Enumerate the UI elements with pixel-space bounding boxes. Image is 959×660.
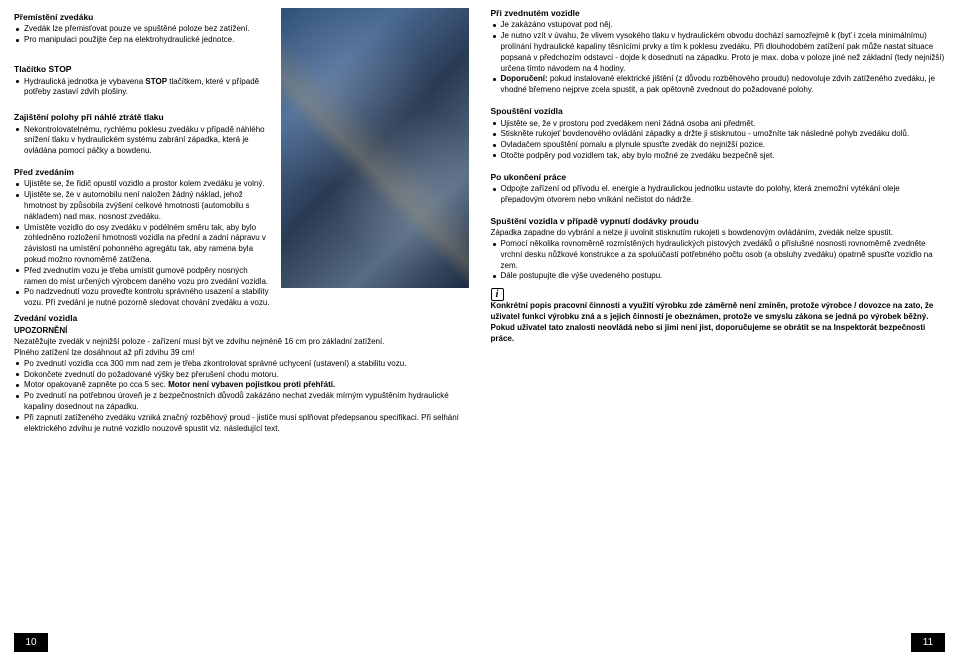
list-item: Ujistěte se, že v automobilu není nalože… — [14, 190, 469, 222]
list-item: Otočte podpěry pod vozidlem tak, aby byl… — [491, 151, 946, 162]
paragraph: Nezatěžujte zvedák v nejnižší poloze - z… — [14, 337, 469, 348]
list-item: Po nadzvednutí vozu proveďte kontrolu sp… — [14, 287, 469, 309]
section-title: Spouštění vozidla — [491, 106, 946, 117]
section-after-work: Po ukončení práce Odpojte zařízení od př… — [491, 172, 946, 206]
list-item: Je zakázáno vstupovat pod něj. — [491, 20, 946, 31]
subtitle: UPOZORNĚNÍ — [14, 326, 469, 337]
list-item: Pro manipulaci použijte čep na elektrohy… — [14, 35, 279, 46]
list-item: Po zvednutí na potřebnou úroveň je z bez… — [14, 391, 469, 413]
list-item: Hydraulická jednotka je vybavena STOP tl… — [14, 77, 279, 99]
list-item: Při zapnutí zatíženého zvedáku vzniká zn… — [14, 413, 469, 435]
list-item: Pomocí několika rovnoměrně rozmístěných … — [491, 239, 946, 271]
paragraph: Plného zatížení lze dosáhnout až při zdv… — [14, 348, 469, 359]
text: Motor opakovaně zapněte po cca 5 sec. — [24, 380, 168, 389]
text-bold: Doporučení: — [501, 74, 548, 83]
list-item: Je nutno vzít v úvahu, že vlivem vysokéh… — [491, 31, 946, 74]
list-item: Nekontrolovatelnému, rychlému poklesu zv… — [14, 125, 279, 157]
list-item: Dále postupujte dle výše uvedeného postu… — [491, 271, 946, 282]
text: pokud instalované elektrické jištění (z … — [501, 74, 935, 94]
list-item: Před zvednutím vozu je třeba umístit gum… — [14, 266, 469, 288]
list-item: Odpojte zařízení od přívodu el. energie … — [491, 184, 946, 206]
section-lifting: Zvedání vozidla UPOZORNĚNÍ Nezatěžujte z… — [14, 313, 469, 434]
page-left: Přemístění zvedáku Zvedák lze přemisťova… — [0, 0, 477, 660]
right-content: Při zvednutém vozidle Je zakázáno vstupo… — [491, 8, 946, 633]
list-item: Ujistěte se, že v prostoru pod zvedákem … — [491, 119, 946, 130]
list-item: Doporučení: pokud instalované elektrické… — [491, 74, 946, 96]
page-right: Při zvednutém vozidle Je zakázáno vstupo… — [477, 0, 959, 660]
section-title: Při zvednutém vozidle — [491, 8, 946, 19]
bullet-list: Ujistěte se, že řidič opustil vozidlo a … — [14, 179, 469, 309]
page-number: 10 — [14, 633, 48, 653]
info-text: Konkrétní popis pracovní činnosti a využ… — [491, 301, 946, 344]
list-item: Ujistěte se, že řidič opustil vozidlo a … — [14, 179, 469, 190]
bullet-list: Ujistěte se, že v prostoru pod zvedákem … — [491, 119, 946, 162]
list-item: Ovladačem spouštění pomalu a plynule spu… — [491, 140, 946, 151]
list-item: Zvedák lze přemisťovat pouze ve spuštěné… — [14, 24, 279, 35]
text-bold: STOP — [145, 77, 167, 86]
list-item: Po zvednutí vozidla cca 300 mm nad zem j… — [14, 359, 469, 370]
section-before-lift: Před zvedáním Ujistěte se, že řidič opus… — [14, 167, 469, 309]
section-title: Zvedání vozidla — [14, 313, 469, 324]
list-item: Motor opakovaně zapněte po cca 5 sec. Mo… — [14, 380, 469, 391]
page-number: 11 — [911, 633, 945, 653]
list-item: Stiskněte rukojeť bovdenového ovládání z… — [491, 129, 946, 140]
section-title: Spuštění vozidla v případě vypnutí dodáv… — [491, 216, 946, 227]
section-lowering: Spouštění vozidla Ujistěte se, že v pros… — [491, 106, 946, 162]
info-icon: i — [491, 288, 504, 301]
bullet-list: Odpojte zařízení od přívodu el. energie … — [491, 184, 946, 206]
paragraph: Západka zapadne do vybrání a nelze ji uv… — [491, 228, 946, 239]
bullet-list: Po zvednutí vozidla cca 300 mm nad zem j… — [14, 359, 469, 435]
left-content: Přemístění zvedáku Zvedák lze přemisťova… — [14, 8, 469, 633]
bullet-list: Pomocí několika rovnoměrně rozmístěných … — [491, 239, 946, 282]
text: Hydraulická jednotka je vybavena — [24, 77, 145, 86]
section-power-off: Spuštění vozidla v případě vypnutí dodáv… — [491, 216, 946, 282]
section-title: Po ukončení práce — [491, 172, 946, 183]
list-item: Dokončete zvednutí do požadované výšky b… — [14, 370, 469, 381]
bullet-list: Je zakázáno vstupovat pod něj. Je nutno … — [491, 20, 946, 96]
text-bold: Motor není vybaven pojistkou proti přehř… — [168, 380, 335, 389]
list-item: Umístěte vozidlo do osy zvedáku v podéln… — [14, 223, 469, 266]
section-when-lifted: Při zvednutém vozidle Je zakázáno vstupo… — [491, 8, 946, 96]
